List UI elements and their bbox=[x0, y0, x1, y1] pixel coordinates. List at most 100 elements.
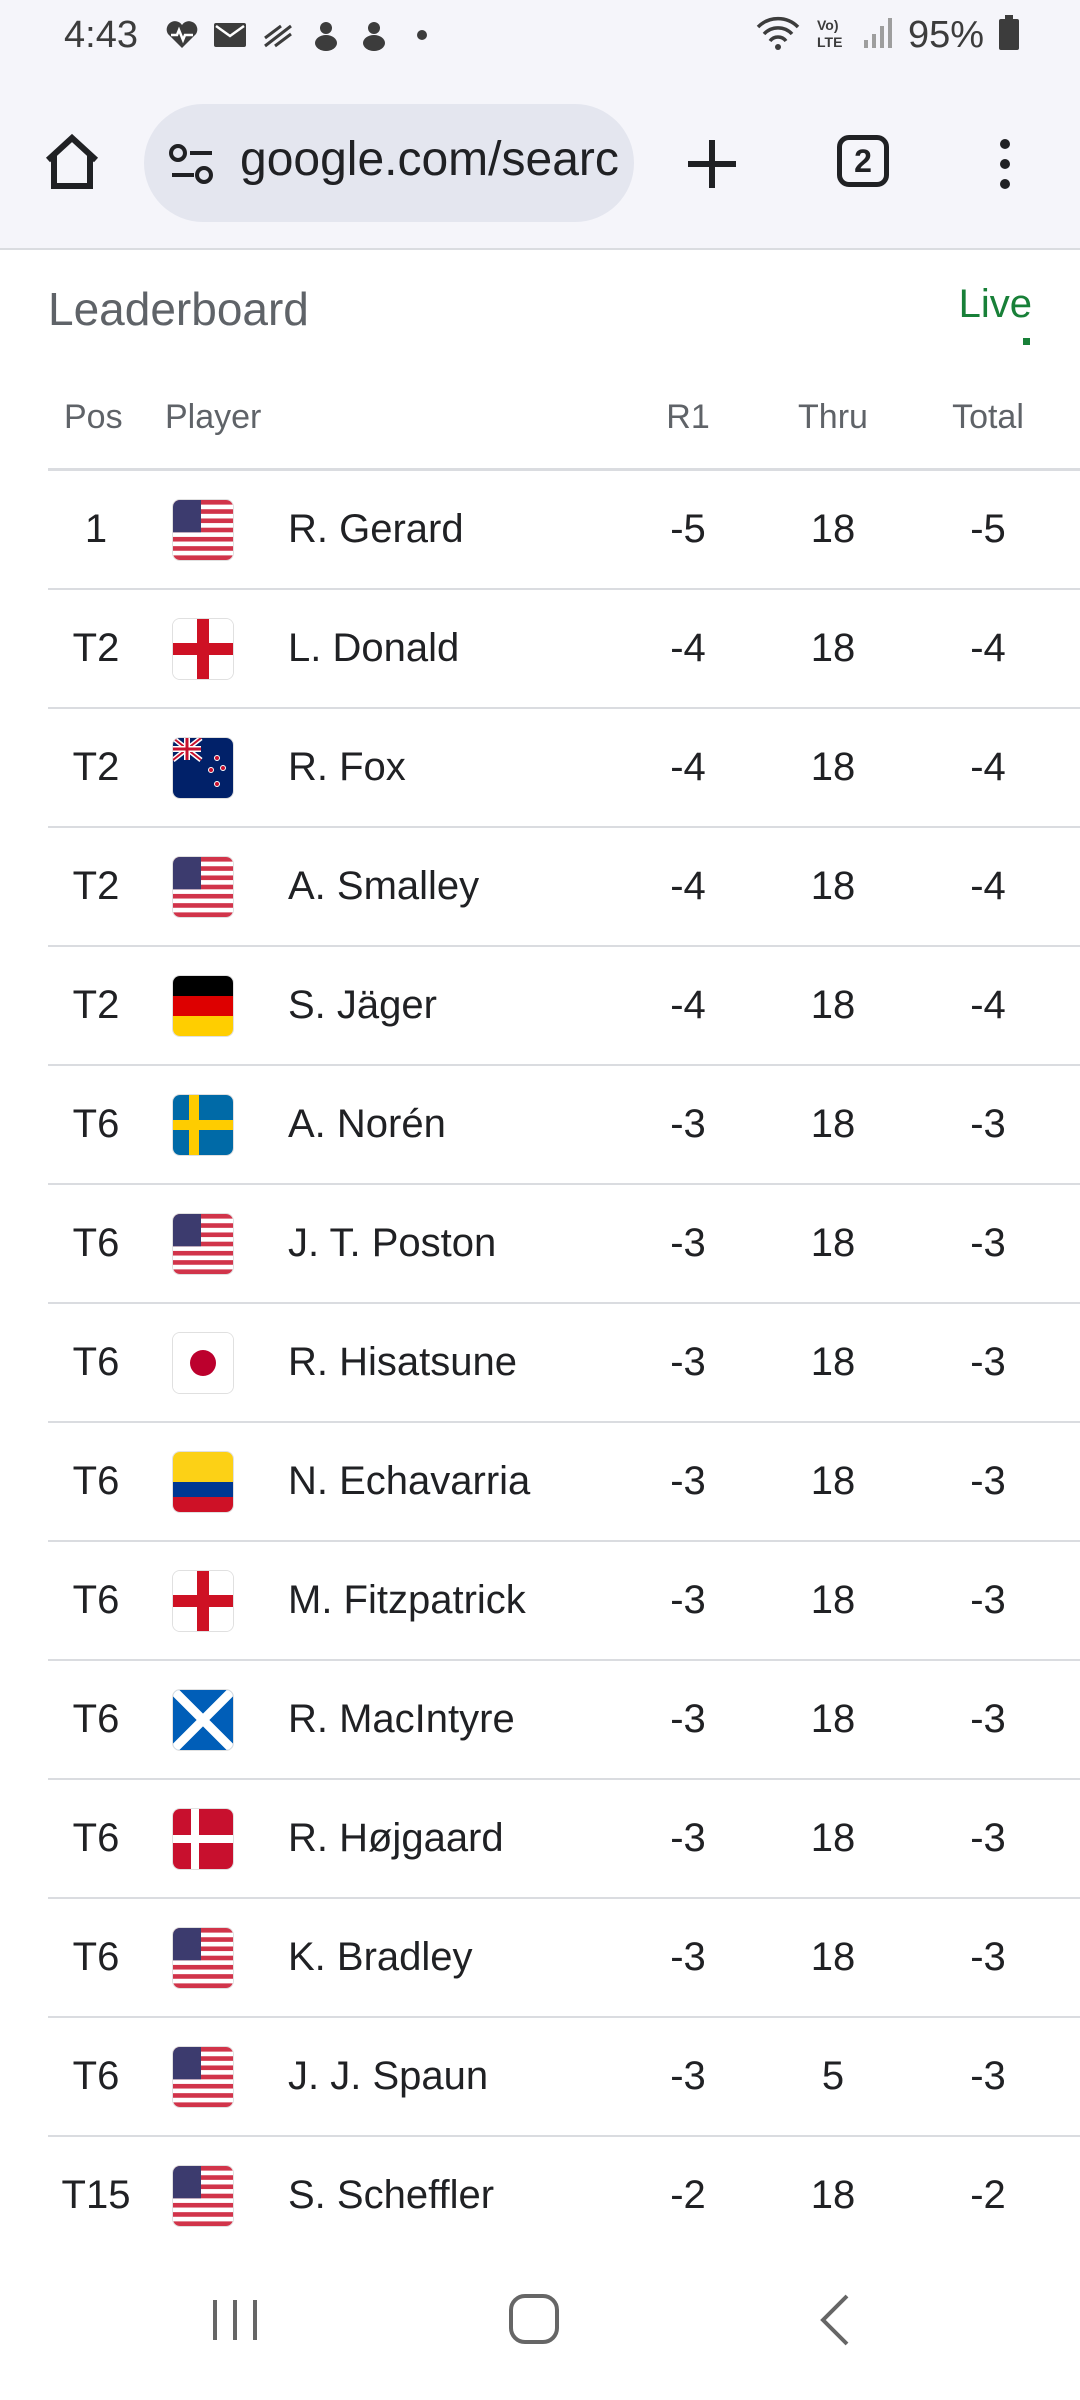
row-position: T6 bbox=[72, 1459, 120, 1503]
row-r1: -3 bbox=[670, 1221, 706, 1265]
more-menu-icon[interactable] bbox=[990, 132, 1020, 196]
flag-icon bbox=[172, 1094, 234, 1156]
row-player[interactable]: M. Fitzpatrick bbox=[288, 1578, 526, 1622]
table-row[interactable]: T6 A. Norén -3 18 -3 bbox=[48, 1066, 1080, 1185]
row-position: T6 bbox=[72, 1221, 120, 1265]
row-r1: -3 bbox=[670, 1697, 706, 1741]
row-position: T2 bbox=[72, 745, 120, 789]
col-total: Total bbox=[952, 398, 1024, 436]
row-position: T6 bbox=[72, 1102, 120, 1146]
url-text[interactable]: google.com/search bbox=[240, 133, 620, 186]
system-icons: Vo) LTE 95% bbox=[756, 14, 1020, 57]
row-total: -3 bbox=[970, 1459, 1006, 1503]
svg-text:LTE: LTE bbox=[817, 34, 842, 50]
row-thru: 18 bbox=[810, 1935, 856, 1979]
row-r1: -3 bbox=[670, 2054, 706, 2098]
col-pos: Pos bbox=[64, 398, 123, 436]
home-icon[interactable] bbox=[40, 130, 104, 194]
row-player[interactable]: L. Donald bbox=[288, 626, 460, 670]
row-total: -3 bbox=[970, 2054, 1006, 2098]
row-player[interactable]: J. T. Poston bbox=[288, 1221, 497, 1265]
table-row[interactable]: T15 S. Scheffler -2 18 -2 bbox=[48, 2137, 1080, 2256]
row-player[interactable]: R. Gerard bbox=[288, 507, 464, 551]
table-row[interactable]: T6 J. J. Spaun -3 5 -3 bbox=[48, 2018, 1080, 2137]
row-player[interactable]: A. Norén bbox=[288, 1102, 446, 1146]
flag-icon bbox=[172, 499, 234, 561]
table-row[interactable]: T2 A. Smalley -4 18 -4 bbox=[48, 828, 1080, 947]
row-player[interactable]: S. Jäger bbox=[288, 983, 437, 1027]
row-player[interactable]: N. Echavarria bbox=[288, 1459, 531, 1503]
row-position: T2 bbox=[72, 983, 120, 1027]
row-position: T6 bbox=[72, 1340, 120, 1384]
table-row[interactable]: T6 J. T. Poston -3 18 -3 bbox=[48, 1185, 1080, 1304]
live-indicator bbox=[1023, 338, 1030, 345]
volte-icon: Vo) LTE bbox=[814, 15, 848, 56]
row-r1: -4 bbox=[670, 864, 706, 908]
row-player[interactable]: S. Scheffler bbox=[288, 2173, 495, 2217]
table-row[interactable]: T2 S. Jäger -4 18 -4 bbox=[48, 947, 1080, 1066]
row-position: T6 bbox=[72, 2054, 120, 2098]
row-total: -3 bbox=[970, 1935, 1006, 1979]
row-total: -5 bbox=[970, 507, 1006, 551]
row-total: -4 bbox=[970, 983, 1006, 1027]
table-row[interactable]: T6 R. MacIntyre -3 18 -3 bbox=[48, 1661, 1080, 1780]
row-total: -2 bbox=[970, 2173, 1006, 2217]
site-settings-icon[interactable] bbox=[166, 138, 218, 190]
row-player[interactable]: A. Smalley bbox=[288, 864, 480, 908]
row-r1: -2 bbox=[670, 2173, 706, 2217]
row-thru: 18 bbox=[810, 507, 856, 551]
home-nav-icon[interactable] bbox=[495, 2280, 575, 2360]
recents-icon[interactable] bbox=[195, 2280, 275, 2360]
flag-icon bbox=[172, 2046, 234, 2108]
table-row[interactable]: T6 K. Bradley -3 18 -3 bbox=[48, 1899, 1080, 2018]
table-row[interactable]: T2 R. Fox -4 18 -4 bbox=[48, 709, 1080, 828]
table-row[interactable]: T6 R. Hisatsune -3 18 -3 bbox=[48, 1304, 1080, 1423]
table-row[interactable]: T6 R. Højgaard -3 18 -3 bbox=[48, 1780, 1080, 1899]
dot-icon bbox=[405, 18, 439, 52]
row-position: T6 bbox=[72, 1935, 120, 1979]
table-row[interactable]: 1 R. Gerard -5 18 -5 bbox=[48, 471, 1080, 590]
row-player[interactable]: R. Højgaard bbox=[288, 1816, 504, 1860]
row-total: -3 bbox=[970, 1578, 1006, 1622]
browser-toolbar: google.com/search 2 bbox=[0, 80, 1080, 250]
row-r1: -3 bbox=[670, 1102, 706, 1146]
heart-rate-icon bbox=[165, 18, 199, 52]
row-player[interactable]: R. Fox bbox=[288, 745, 406, 789]
row-thru: 18 bbox=[810, 983, 856, 1027]
table-row[interactable]: T2 L. Donald -4 18 -4 bbox=[48, 590, 1080, 709]
flag-icon bbox=[172, 1808, 234, 1870]
row-total: -4 bbox=[970, 745, 1006, 789]
address-bar[interactable]: google.com/search bbox=[144, 104, 634, 222]
row-thru: 18 bbox=[810, 745, 856, 789]
wifi-icon bbox=[756, 15, 800, 56]
row-thru: 18 bbox=[810, 1697, 856, 1741]
cell-signal-icon bbox=[862, 16, 894, 55]
row-total: -3 bbox=[970, 1340, 1006, 1384]
row-player[interactable]: R. Hisatsune bbox=[288, 1340, 517, 1384]
table-body: 1 R. Gerard -5 18 -5 T2 L. Donald -4 18 -4 T2 R. Fo… bbox=[48, 471, 1080, 2256]
table-row[interactable]: T6 N. Echavarria -3 18 -3 bbox=[48, 1423, 1080, 1542]
status-bar: 4:43 Vo) LTE 95% bbox=[0, 0, 1080, 80]
row-total: -3 bbox=[970, 1697, 1006, 1741]
tab-switcher-button[interactable]: 2 bbox=[837, 135, 889, 187]
live-badge: Live bbox=[958, 282, 1032, 326]
new-tab-icon[interactable] bbox=[680, 132, 744, 196]
row-position: T6 bbox=[72, 1816, 120, 1860]
back-icon[interactable] bbox=[795, 2280, 875, 2360]
row-position: T6 bbox=[72, 1697, 120, 1741]
row-total: -4 bbox=[970, 626, 1006, 670]
app-icon bbox=[309, 18, 343, 52]
row-player[interactable]: R. MacIntyre bbox=[288, 1697, 515, 1741]
app-icon bbox=[357, 18, 391, 52]
row-player[interactable]: K. Bradley bbox=[288, 1935, 473, 1979]
row-player[interactable]: J. J. Spaun bbox=[288, 2054, 489, 2098]
row-r1: -4 bbox=[670, 745, 706, 789]
row-position: T2 bbox=[72, 864, 120, 908]
table-row[interactable]: T6 M. Fitzpatrick -3 18 -3 bbox=[48, 1542, 1080, 1661]
flag-icon bbox=[172, 975, 234, 1037]
row-position: T15 bbox=[61, 2173, 131, 2217]
row-r1: -3 bbox=[670, 1340, 706, 1384]
leaderboard-table: Pos Player R1 Thru Total 1 R. Gerard -5 18 -… bbox=[48, 380, 1080, 2256]
signal-alt-icon bbox=[261, 18, 295, 52]
row-r1: -4 bbox=[670, 626, 706, 670]
